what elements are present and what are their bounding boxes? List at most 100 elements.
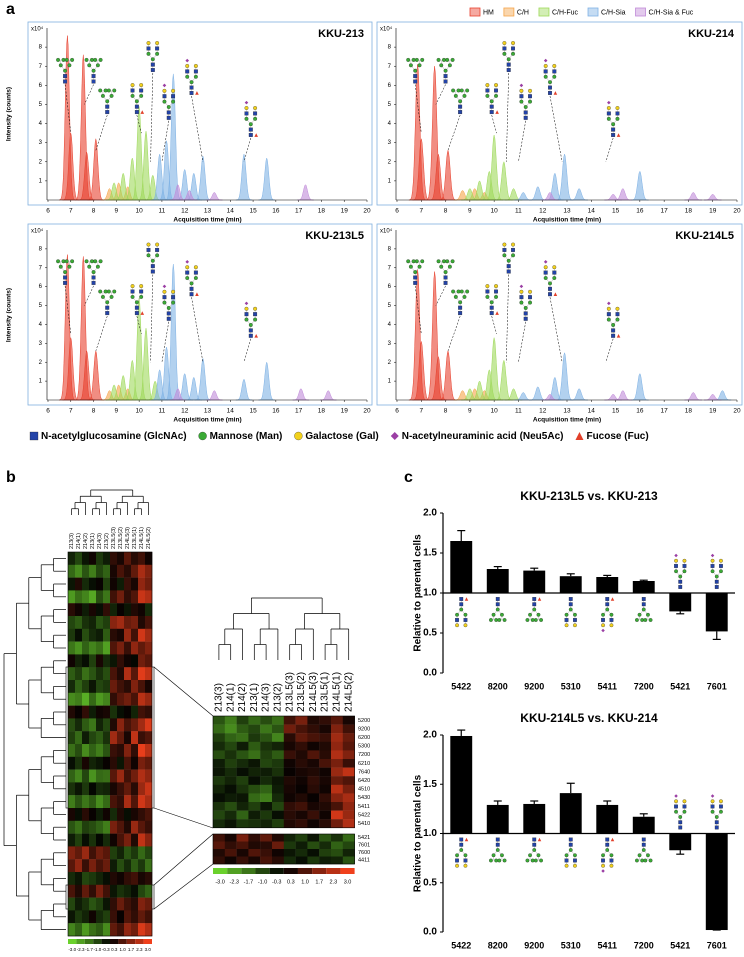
glycan-node	[459, 88, 464, 93]
heatmap-cell	[103, 820, 111, 834]
glycan-node	[615, 306, 620, 311]
glycan-node	[253, 111, 258, 116]
glycan-node	[185, 260, 190, 264]
glycan-node	[445, 259, 450, 264]
heatmap-cell	[75, 692, 83, 706]
y-tick-label: 6	[388, 284, 392, 290]
x-tick-label: 6	[46, 408, 50, 415]
glycan-node	[485, 294, 490, 299]
y-axis-label: Relative to parental cells	[413, 774, 424, 892]
heatmap-cell	[248, 849, 261, 857]
peak	[258, 361, 275, 401]
glycan-node	[189, 85, 194, 90]
column-label: 214L5(3)	[125, 527, 131, 549]
x-tick-label: 17	[295, 208, 303, 215]
glycan-node	[459, 842, 464, 847]
heatmap-cell	[68, 641, 76, 655]
y-tick-label: 5	[388, 102, 392, 108]
heatmap-cell	[117, 603, 125, 617]
heatmap-cell	[68, 884, 76, 898]
glycan-node	[134, 311, 139, 316]
glycan-node	[63, 270, 68, 275]
glycan-node	[61, 259, 66, 264]
colorbar-swatch	[110, 939, 119, 944]
glycan-node	[552, 74, 557, 79]
glycan-node	[573, 853, 577, 858]
x-axis-label: Acquisition time (min)	[533, 217, 601, 224]
glycan-node	[548, 281, 552, 286]
colorbar-label: -3.0	[215, 879, 224, 885]
colorbar-swatch	[143, 939, 152, 944]
legend-swatch	[587, 7, 599, 17]
glycan-node	[150, 68, 155, 72]
heatmap-cell	[145, 833, 153, 847]
glycan-node	[506, 68, 511, 72]
heatmap-cell	[96, 603, 104, 617]
heatmap-cell	[131, 859, 139, 873]
x-tick-label: 12	[181, 408, 189, 415]
heatmap-cell	[68, 718, 76, 732]
glycan-node	[450, 259, 455, 264]
x-tick-label: 7601	[707, 940, 727, 950]
glycan-node	[244, 312, 249, 317]
column-label: 213(2)	[273, 683, 284, 712]
heatmap-cell	[110, 795, 118, 809]
heatmap-cell	[96, 667, 104, 681]
glycan-node	[98, 259, 103, 264]
heatmap-cell	[96, 628, 104, 642]
heatmap-cell	[331, 802, 343, 811]
peak	[570, 188, 588, 201]
heatmap-cell	[68, 769, 76, 783]
x-tick-label: 12	[539, 208, 547, 215]
heatmap-cell	[138, 923, 146, 937]
heatmap-cell	[331, 819, 343, 828]
bar	[596, 804, 619, 834]
y-tick-label: 1.0	[423, 828, 437, 839]
heatmap-cell	[124, 692, 132, 706]
heatmap-cell	[145, 923, 153, 937]
heatmap-cell	[103, 641, 111, 655]
heatmap-cell	[110, 808, 118, 821]
heatmap-cell	[213, 834, 225, 842]
y-tick-label: 3	[39, 341, 43, 347]
x-tick-label: 20	[363, 208, 371, 215]
glycan-node	[568, 607, 573, 612]
glycan-node	[130, 93, 135, 98]
glycan-node	[532, 607, 537, 612]
heatmap-cell	[75, 769, 83, 783]
y-tick-label: 7	[39, 64, 43, 70]
heatmap-cell	[75, 705, 83, 719]
colorbar-label: 1.0	[119, 947, 126, 952]
glycan-node	[414, 259, 419, 264]
glycan-node	[710, 799, 715, 804]
glycan-node	[103, 88, 108, 93]
heatmap-cell	[89, 718, 97, 732]
heatmap-cell	[124, 782, 132, 796]
heatmap-cell	[96, 846, 104, 860]
heatmap-cell	[224, 716, 237, 725]
glycan-node	[674, 564, 678, 568]
heatmap-cell	[295, 856, 308, 865]
glycan-node	[464, 597, 469, 601]
glycan-node	[528, 300, 532, 305]
heatmap-cell	[213, 759, 225, 768]
glycan-node	[253, 116, 258, 121]
colorbar-label: -1.0	[258, 879, 267, 885]
glycan-node	[605, 597, 610, 601]
glycan-node	[171, 300, 176, 305]
glycan-node	[193, 270, 198, 275]
x-tick-label: 6	[395, 408, 399, 415]
heatmap-cell	[117, 692, 125, 706]
glycan-node	[564, 612, 569, 617]
glycan-node	[105, 305, 110, 310]
heatmap-cell	[75, 680, 83, 693]
x-tick-label: 17	[661, 408, 669, 415]
glycan-node	[90, 259, 94, 264]
heatmap-cell	[213, 841, 225, 850]
glycan-node	[195, 91, 199, 95]
glycan-node	[641, 837, 646, 842]
glycan-node	[248, 133, 253, 137]
glycan-node	[519, 295, 524, 300]
column-label: 214(3)	[97, 533, 103, 549]
glycan-pointer	[605, 137, 614, 162]
